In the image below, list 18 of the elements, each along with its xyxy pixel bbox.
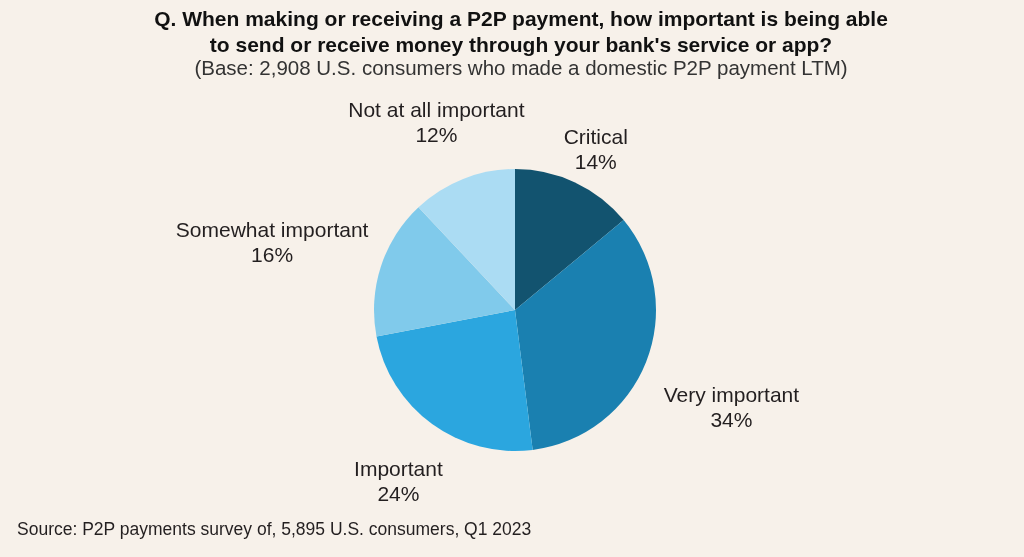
slice-label: Somewhat important: [175, 218, 369, 242]
data-label: 24%: [377, 482, 420, 506]
data-label: 12%: [415, 123, 458, 147]
data-label: 14%: [574, 150, 617, 174]
pie-slice: [515, 220, 656, 450]
source-note: Source: P2P payments survey of, 5,895 U.S. consumers, Q1 2023: [17, 519, 532, 539]
data-label: 34%: [710, 407, 753, 431]
slice-label: Not at all important: [348, 98, 525, 122]
pie-slice: [374, 207, 515, 337]
pie-slice: [376, 310, 533, 451]
data-label: 16%: [251, 243, 294, 267]
chart-title: Q. When making or receiving a P2P payment, how important is being able to send or receive money through your bank's service or app?: [154, 7, 888, 56]
slice-label: Critical: [563, 125, 628, 149]
pie-slice: [418, 169, 515, 310]
slice-label: Very important: [663, 382, 800, 406]
chart-subtitle: (Base: 2,908 U.S. consumers who made a domestic P2P payment LTM): [194, 56, 848, 79]
pie-slice: [515, 169, 624, 310]
slice-label: Important: [354, 457, 443, 481]
